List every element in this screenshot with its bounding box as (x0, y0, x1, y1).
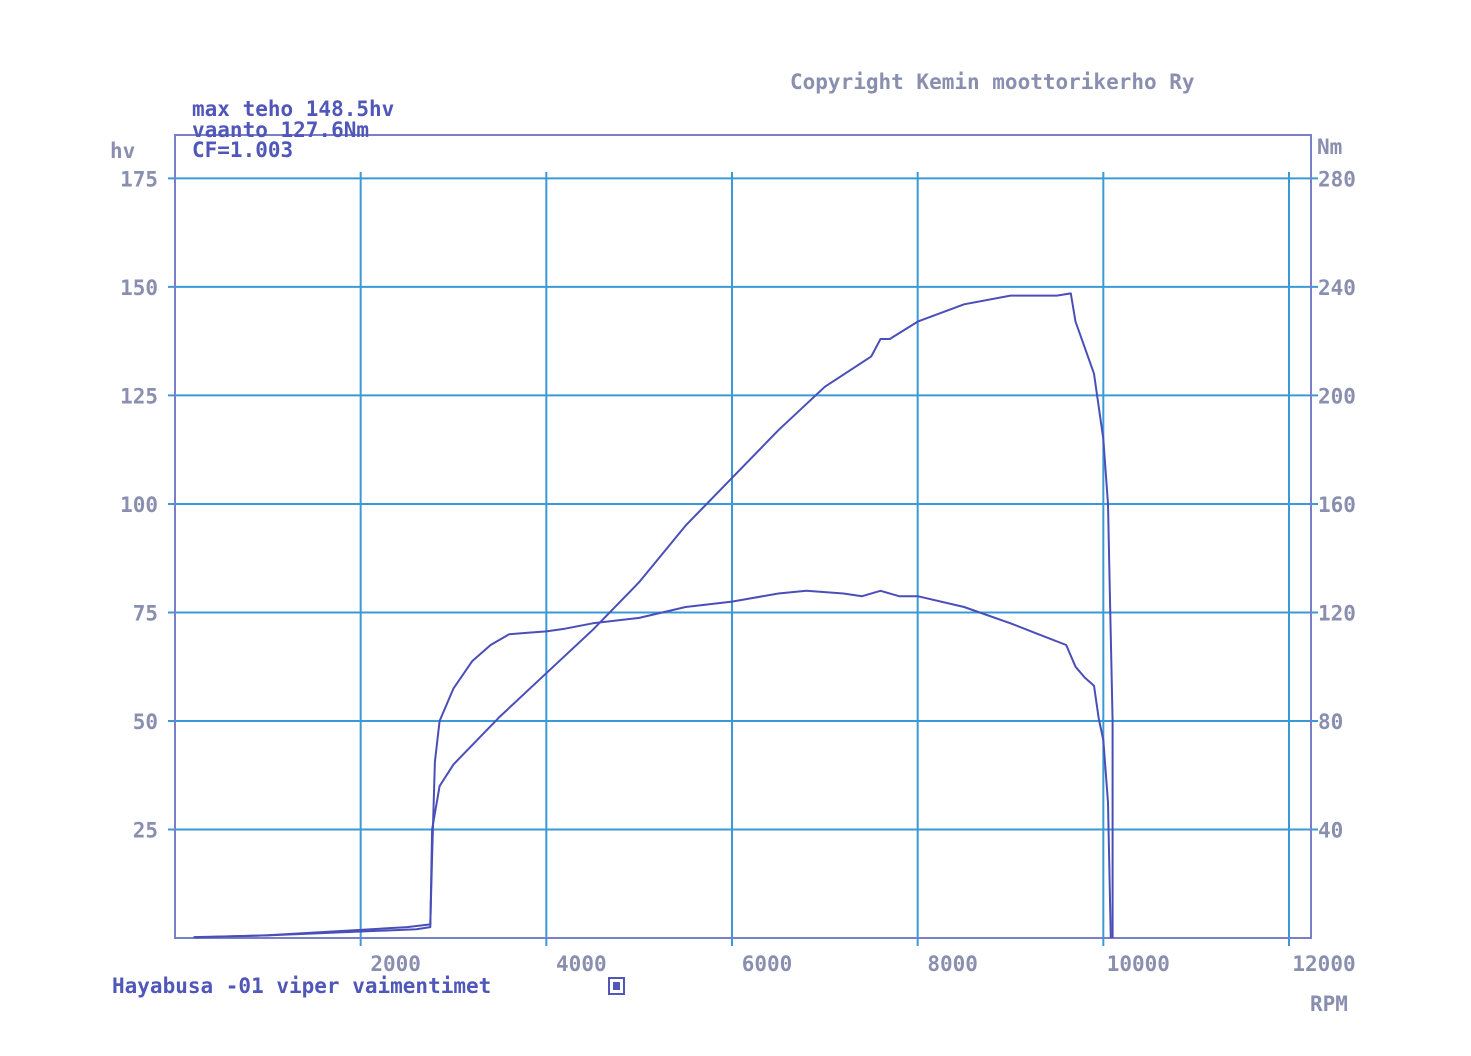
y2-tick-label: 80 (1318, 710, 1343, 734)
x-axis-label: RPM (1310, 992, 1348, 1016)
cf-text: CF=1.003 (192, 138, 293, 162)
max-power-text: max teho 148.5hv (192, 97, 394, 121)
y2-tick-label: 40 (1318, 818, 1343, 842)
x-tick-label: 6000 (742, 952, 793, 976)
y-axis-label: hv (110, 139, 135, 163)
y-tick-label: 150 (120, 276, 158, 300)
x-tick-label: 2000 (370, 952, 421, 976)
y2-axis-label: Nm (1317, 135, 1342, 159)
y2-tick-label: 240 (1318, 276, 1356, 300)
grid (168, 172, 1318, 946)
y-tick-label: 50 (133, 710, 158, 734)
y2-tick-label: 200 (1318, 384, 1356, 408)
plot-frame (174, 134, 1312, 939)
y-tick-label: 175 (120, 167, 158, 191)
x-tick-label: 12000 (1292, 952, 1355, 976)
y-tick-label: 125 (120, 384, 158, 408)
x-tick-label: 8000 (927, 952, 978, 976)
y-tick-label: 25 (133, 818, 158, 842)
y2-tick-label: 160 (1318, 493, 1356, 517)
power-curve (193, 292, 1114, 939)
x-tick-label: 10000 (1107, 952, 1170, 976)
cursor-box-inner (613, 982, 620, 990)
x-tick-label: 4000 (556, 952, 607, 976)
copyright-text: Copyright Kemin moottorikerho Ry (790, 70, 1195, 94)
y2-tick-label: 120 (1318, 601, 1356, 625)
y-tick-label: 100 (120, 493, 158, 517)
series-layer (193, 292, 1114, 939)
torque-text: vaanto 127.6Nm (192, 118, 369, 142)
y-tick-label: 75 (133, 601, 158, 625)
cursor-box-icon (608, 977, 625, 995)
y2-tick-label: 280 (1318, 167, 1356, 191)
run-label: Hayabusa -01 viper vaimentimet (112, 974, 491, 998)
tick-labels: 2000 4000 6000 8000 10000 12000 25 50 75 100 125 15… (120, 167, 1356, 976)
torque-curve (193, 589, 1112, 939)
